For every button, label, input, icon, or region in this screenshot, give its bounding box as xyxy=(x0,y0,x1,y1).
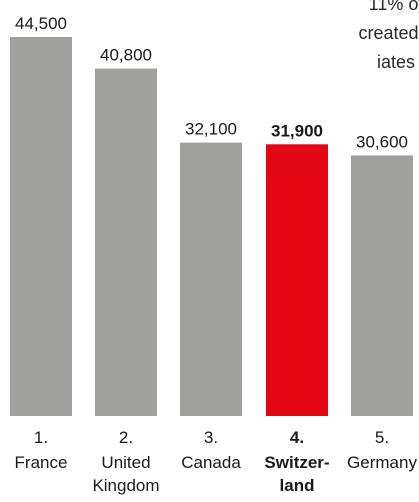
category-label: Kingdom xyxy=(92,476,159,495)
note-line: created b xyxy=(358,23,419,43)
category-label: Germany xyxy=(347,453,417,472)
category-label: France xyxy=(15,453,68,472)
rank-label: 1. xyxy=(34,428,48,447)
rank-label: 3. xyxy=(204,428,218,447)
note-text-group: 11% of created b iates xyxy=(358,0,419,72)
category-label: Canada xyxy=(181,453,241,472)
value-label: 40,800 xyxy=(100,46,152,65)
bar-germany xyxy=(351,155,413,416)
value-label: 30,600 xyxy=(356,132,408,151)
value-label: 32,100 xyxy=(185,120,237,139)
note-line: 11% of xyxy=(369,0,419,14)
value-label: 44,500 xyxy=(15,14,67,33)
value-label: 31,900 xyxy=(271,121,323,140)
bar-switzerland xyxy=(266,144,328,417)
bars-group xyxy=(10,37,413,417)
note-line: iates xyxy=(377,52,415,72)
bar-united-kingdom xyxy=(95,68,157,416)
value-labels-group: 44,500 40,800 32,100 31,900 30,600 xyxy=(15,14,408,151)
category-label: Switzer- xyxy=(264,453,329,472)
category-label: land xyxy=(280,476,315,495)
bar-canada xyxy=(180,142,242,416)
rank-label: 2. xyxy=(119,428,133,447)
rank-label: 4. xyxy=(290,428,304,447)
category-labels-group: 1. France 2. United Kingdom 3. Canada 4. Switzer… xyxy=(15,428,418,495)
rank-label: 5. xyxy=(375,428,389,447)
category-label: United xyxy=(101,453,150,472)
bar-france xyxy=(10,37,72,416)
